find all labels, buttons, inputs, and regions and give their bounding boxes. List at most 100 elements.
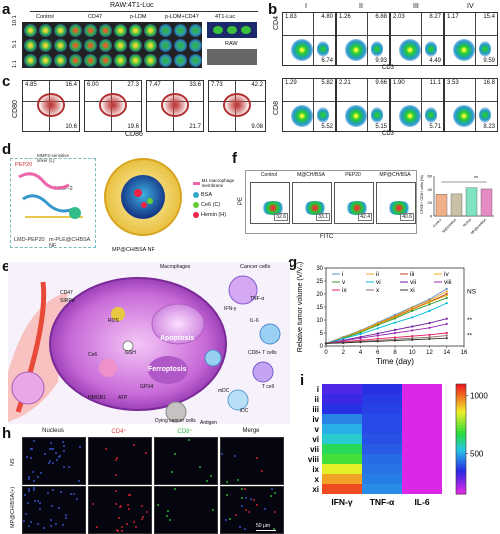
i-row-label: x [315, 475, 320, 484]
fluor-dot [39, 471, 42, 474]
g-legend-label: i [342, 271, 343, 278]
b-quad-ul: 1.26 [339, 14, 351, 20]
g-data-point [393, 336, 397, 339]
g-data-point [359, 331, 362, 334]
b-quad-ul: 1.83 [285, 14, 297, 20]
flow-density [387, 201, 411, 215]
g-data-point [376, 340, 379, 343]
b-quad-ur: 9.66 [375, 80, 387, 86]
a-col-1: Control [36, 14, 54, 20]
b-quad-ur: 8.27 [429, 14, 441, 20]
e-label-hmgb1: HMGB1 [88, 395, 106, 401]
quad-line-h [391, 35, 443, 36]
e-label-gsh: GSH [125, 350, 136, 356]
g-xtick: 4 [359, 350, 363, 356]
panel-label-a: a [2, 1, 11, 18]
i-row-label: vii [310, 445, 319, 454]
fluor-dot [173, 487, 176, 490]
i-colorbar-segment [456, 458, 466, 462]
f-flow-plot: 32.6 [250, 182, 290, 224]
fluor-dot [224, 518, 227, 521]
b-quad-ur: 6.88 [375, 14, 387, 20]
fluor-dot [271, 488, 274, 491]
fluor-dot [55, 452, 58, 455]
fluor-dot [96, 525, 99, 528]
i-heat-cell [322, 384, 362, 394]
luciferase-well [54, 54, 67, 67]
fluor-dot [128, 508, 131, 511]
fluor-dot [24, 493, 27, 496]
a-row-2: 5:1 [12, 40, 18, 48]
b-quad-lr: 6.74 [321, 58, 333, 64]
g-data-point [445, 317, 448, 320]
g-annot-ns: NS [467, 288, 477, 295]
fluor-dot [255, 456, 258, 459]
quad-line-v [313, 79, 314, 131]
fluor-dot [165, 515, 168, 518]
flow-density [371, 107, 383, 123]
fluor-dot [104, 448, 107, 451]
b-quad-ul: 3.53 [447, 80, 459, 86]
luciferase-well [84, 24, 97, 37]
e-label-ferroptosis: Ferroptosis [148, 366, 187, 373]
g-ytick: 30 [316, 266, 323, 272]
b-quad-ur: 16.8 [483, 80, 495, 86]
g-data-point [428, 303, 431, 306]
flow-density [291, 39, 313, 61]
g-ytick: 10 [316, 318, 323, 324]
fluor-dot [57, 507, 60, 510]
f-gate-value: 32.6 [274, 213, 288, 221]
fluor-dot [239, 526, 242, 529]
fluor-dot [234, 514, 237, 516]
luciferase-well [99, 24, 112, 37]
fluor-dot [228, 518, 231, 521]
b-flow-plot: 2.21 9.66 5.15 [336, 78, 390, 132]
i-colorbar-segment [456, 400, 466, 404]
i-heat-cell [402, 454, 442, 464]
luciferase-well [24, 24, 37, 37]
f-gate-value: 40.6 [400, 213, 414, 221]
d-peptide-box: PEP20 MMP2-sensitive linker (L) MMP-2 LM… [10, 153, 96, 249]
i-row-label: iv [312, 415, 319, 424]
panel-label-b: b [268, 1, 278, 18]
i-colorbar-segment [456, 452, 466, 456]
b-col-title: I [305, 3, 307, 10]
luciferase-well [129, 39, 142, 52]
i-row-label: iii [312, 405, 319, 414]
g-legend-label: vi [376, 279, 381, 286]
luciferase-well [174, 54, 187, 67]
g-data-point [393, 321, 397, 324]
i-row-label: ix [312, 465, 319, 474]
d-legend-4: Hemin (H) [193, 212, 247, 218]
e-label-gpx4: GPX4 [140, 384, 154, 390]
b-quad-ul: 1.29 [285, 80, 297, 86]
g-legend-label: ii [376, 271, 379, 278]
flow-density [345, 201, 369, 215]
a-col-2: CD47 [88, 14, 103, 20]
i-col-label: IFN-γ [331, 497, 353, 507]
fluor-dot [240, 488, 243, 491]
b-quad-lr: 9.93 [375, 58, 387, 64]
fluor-dot [114, 474, 117, 477]
i-heat-cell [322, 454, 362, 464]
fluor-dot [226, 480, 229, 483]
c-quad-ul: 7.73 [211, 82, 223, 88]
f-title: PEP20 [345, 172, 361, 178]
fluor-dot [126, 522, 129, 525]
i-heat-cell [362, 424, 402, 434]
c-quad-ul: 6.00 [87, 82, 99, 88]
d-peptide-diagram [18, 172, 83, 219]
e-label-ros: ROS [108, 318, 119, 324]
f-bar-ylabel: CFSE+ CD8+ cells (%) [420, 174, 424, 214]
i-row-label: vi [312, 435, 319, 444]
fluor-dot [92, 502, 95, 505]
g-data-point [445, 331, 448, 335]
g-data-point [393, 339, 397, 342]
f-bar-xtick: PEP20 [462, 218, 472, 228]
quad-line-v [313, 13, 314, 65]
i-colorbar-segment [456, 392, 466, 396]
h-col-title: CD8⁺ [177, 429, 193, 435]
g-data-point [428, 326, 431, 329]
g-legend-label: vii [410, 279, 416, 286]
i-heat-cell [402, 444, 442, 454]
